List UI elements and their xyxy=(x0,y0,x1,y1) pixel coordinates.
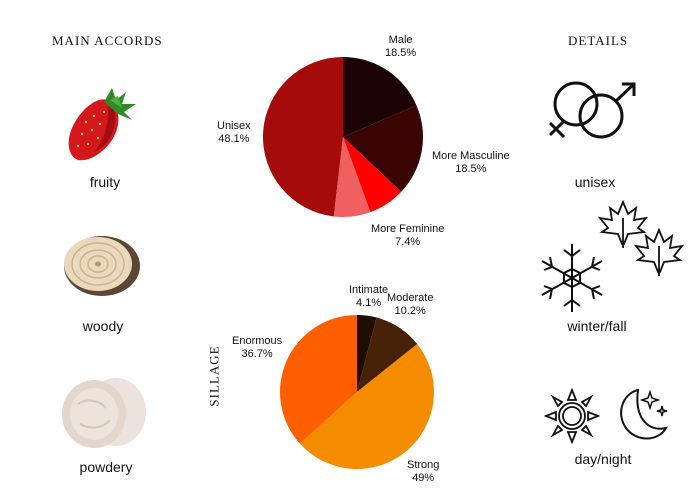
sillage-slice-enormous xyxy=(280,315,357,444)
maple-leaf-icon xyxy=(633,227,685,276)
sillage-slice-moderate xyxy=(357,317,418,392)
slice-label-intimate: Intimate 4.1% xyxy=(349,284,389,309)
gender-slice-female xyxy=(333,137,371,218)
slice-label-more-masculine: More Masculine 18.5% xyxy=(432,150,510,175)
maple-leaf-icon xyxy=(597,199,649,248)
slice-label-strong: Strong 49% xyxy=(407,459,440,484)
powder-icon xyxy=(62,378,146,448)
sun-icon xyxy=(543,387,601,445)
slice-label-unisex: Unisex 48.1% xyxy=(217,120,251,145)
accord-powdery-label: powdery xyxy=(79,459,133,475)
gender-symbols-icon xyxy=(548,81,636,139)
gender-slice-more-feminine xyxy=(343,137,402,213)
slice-label-male: Male 18.5% xyxy=(385,34,417,59)
gender-slice-male xyxy=(343,57,417,137)
detail-time-label: day/night xyxy=(574,451,632,467)
gender-slice-unisex xyxy=(262,57,343,217)
moon-stars-icon xyxy=(620,388,669,440)
snowflake-icon xyxy=(541,244,603,312)
sillage-slice-intimate xyxy=(357,315,377,392)
detail-season-label: winter/fall xyxy=(567,318,627,334)
strawberry-icon xyxy=(68,88,136,161)
slice-label-moderate: Moderate 10.2% xyxy=(387,292,434,317)
sillage-slice-strong xyxy=(299,344,434,469)
details-title: DETAILS xyxy=(568,33,629,48)
slice-label-enormous: Enormous 36.7% xyxy=(232,335,283,360)
main-accords-title: MAIN ACCORDS xyxy=(52,33,163,48)
detail-gender-label: unisex xyxy=(574,174,616,190)
gender-slice-more-masculine xyxy=(343,105,423,192)
wood-slice-icon xyxy=(64,236,140,296)
accord-woody-label: woody xyxy=(82,318,124,334)
accord-fruity-label: fruity xyxy=(89,174,121,190)
slice-label-more-feminine: More Feminine 7.4% xyxy=(371,223,445,248)
